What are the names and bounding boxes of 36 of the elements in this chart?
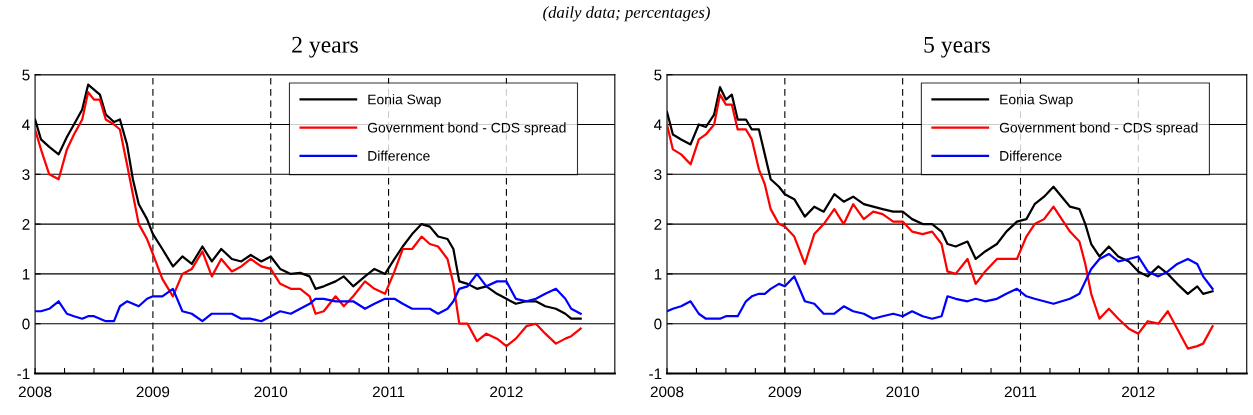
y-tick-label: 1 (22, 268, 30, 280)
x-tick-label: 2010 (886, 386, 920, 398)
x-tick-label: 2011 (1004, 386, 1037, 398)
y-tick-label: 4 (22, 119, 30, 131)
chart-title: 2 years (292, 36, 358, 58)
legend-label: Difference (1000, 150, 1062, 161)
y-tick-label: 4 (653, 119, 662, 131)
y-tick-label: 3 (22, 169, 30, 180)
x-tick-label: 2008 (18, 386, 52, 398)
x-tick-label: 2011 (372, 386, 405, 398)
chart-title: 5 years (924, 37, 990, 58)
line-series (667, 93, 1214, 350)
y-tick-label: 2 (22, 218, 30, 230)
y-tick-label: 0 (654, 318, 662, 330)
y-tick-label: 2 (654, 218, 662, 230)
x-tick-label: 2008 (650, 386, 684, 398)
y-tick-label: 1 (654, 268, 662, 280)
y-tick-label: 0 (22, 318, 30, 330)
legend-label: Government bond - CDS spread (999, 122, 1198, 136)
legend-label: Difference (368, 150, 430, 161)
y-tick-label: 3 (654, 169, 662, 180)
y-tick-label: -1 (649, 368, 662, 380)
x-tick-label: 2010 (254, 386, 288, 398)
x-tick-label: 2012 (1122, 386, 1155, 398)
text: (daily data; percentages) (543, 6, 710, 22)
line-series (35, 272, 582, 323)
x-tick-label: 2009 (136, 386, 170, 398)
y-tick-label: 5 (654, 69, 662, 81)
y-tick-label: -1 (17, 368, 30, 380)
legend-label: Eonia Swap (368, 94, 441, 108)
legend-label: Government bond - CDS spread (367, 122, 566, 136)
x-tick-label: 2009 (768, 386, 802, 398)
legend-label: Eonia Swap (1000, 94, 1073, 108)
line-series (667, 252, 1214, 320)
y-tick-label: 5 (22, 69, 30, 81)
x-tick-label: 2012 (490, 386, 523, 398)
